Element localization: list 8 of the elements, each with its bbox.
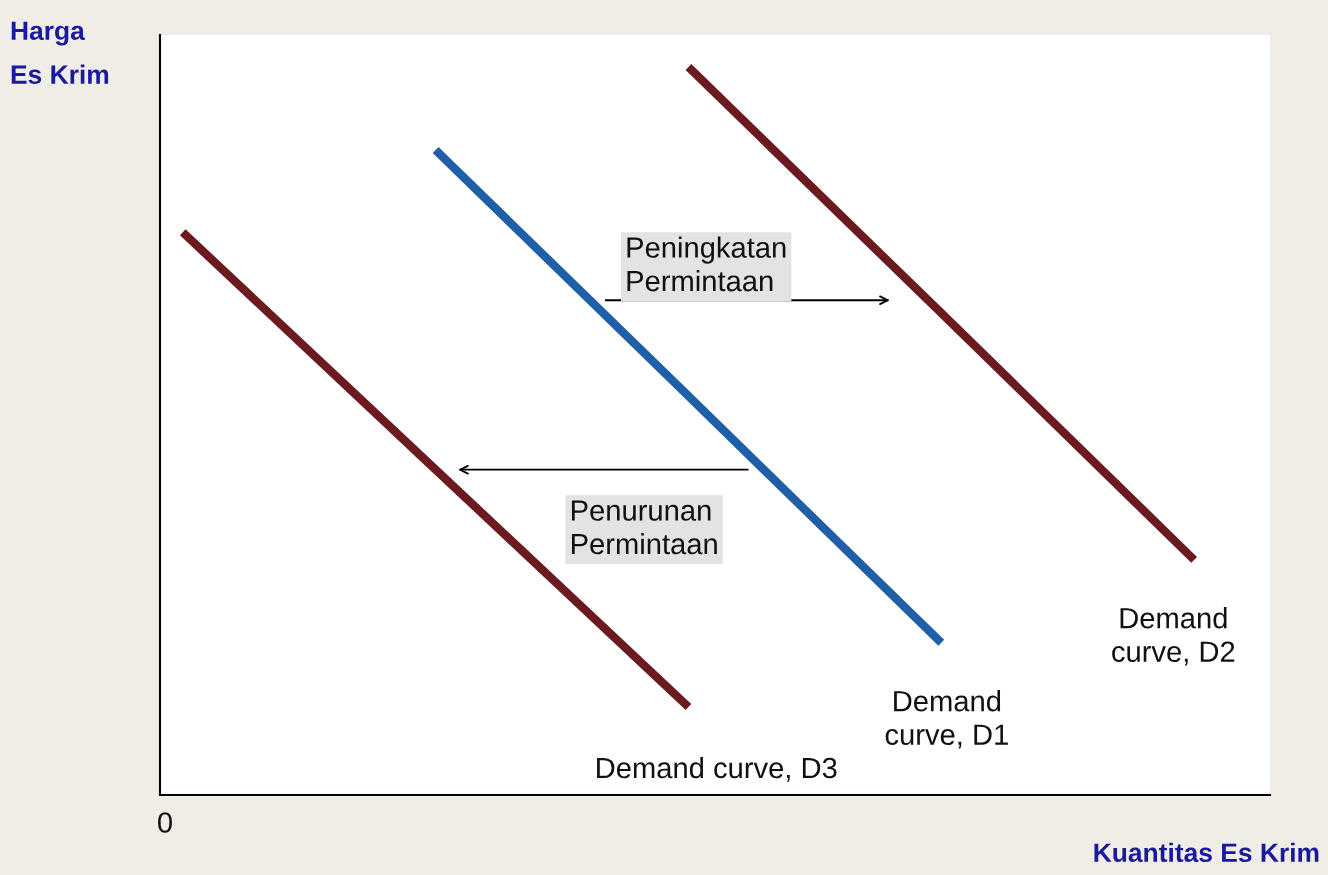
text: Demand curve, D1 (885, 690, 1008, 749)
y-axis-title: Harga Es Krim (11, 21, 109, 84)
x-axis-title: Kuantitas Es Krim (1094, 842, 1319, 863)
text: Demand curve, D2 (1112, 607, 1235, 666)
annotation: Peningkatan Permintaan (627, 236, 786, 292)
text: Demand curve, D3 (597, 756, 837, 782)
annotation: Penurunan Permintaan (571, 500, 717, 555)
text: 0 (158, 812, 172, 833)
